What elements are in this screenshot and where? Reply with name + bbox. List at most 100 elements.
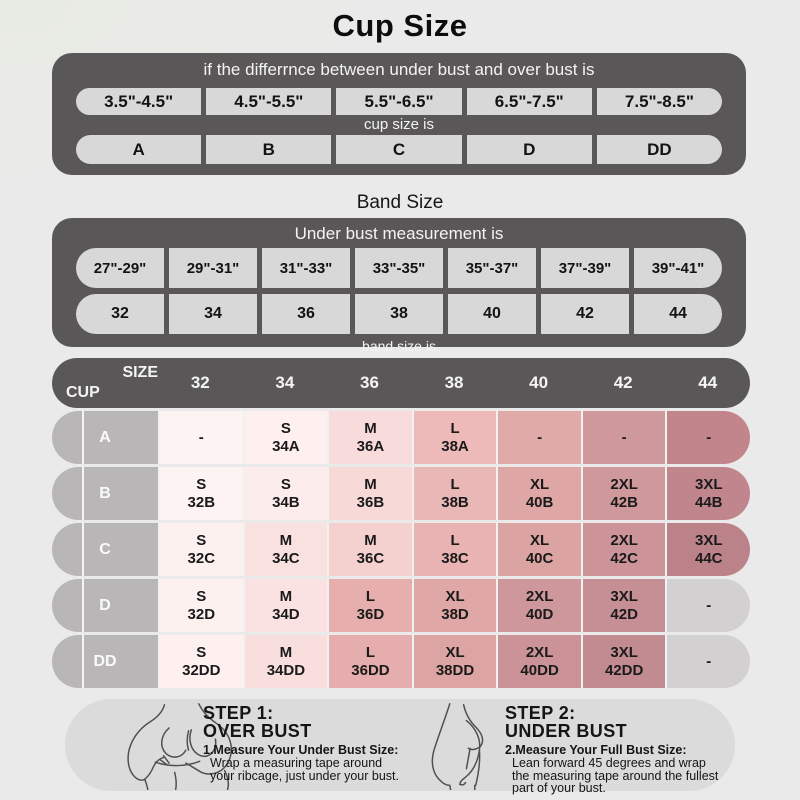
matrix-corner: SIZE CUP (52, 358, 158, 408)
matrix-cell: S 32D (158, 579, 243, 632)
matrix-cell: - (580, 411, 666, 464)
matrix-cell: - (158, 411, 243, 464)
matrix-cell: M 36A (327, 411, 412, 464)
matrix-cell: L 36D (327, 579, 412, 632)
band-number: 34 (169, 294, 257, 334)
matrix-header: SIZE CUP 32 34 36 38 40 42 44 (52, 358, 750, 408)
step1-subtitle: OVER BUST (203, 721, 312, 741)
matrix-cell: S 32DD (158, 635, 243, 688)
size-matrix: SIZE CUP 32 34 36 38 40 42 44 A - S 34A M… (52, 358, 751, 688)
matrix-cell: 3XL 44B (665, 467, 751, 520)
matrix-cell: - (665, 411, 751, 464)
matrix-cell: 3XL 42D (580, 579, 666, 632)
step1-figure-icon (113, 702, 253, 790)
cup-letters-row: A B C D DD (76, 135, 723, 164)
matrix-cell: - (496, 411, 581, 464)
band-size-panel: Under bust measurement is 27"-29" 29"-31… (52, 218, 746, 353)
cup-diff-range: 5.5"-6.5" (336, 88, 462, 115)
step2-line: part of your bust. (512, 781, 606, 795)
cup-letter: C (336, 135, 462, 164)
matrix-cell: 2XL 40D (496, 579, 581, 632)
band-range: 37"-39" (541, 248, 629, 288)
matrix-row-header: A (52, 411, 158, 464)
band-range: 35"-37" (448, 248, 536, 288)
band-number: 44 (634, 294, 722, 334)
matrix-cell: M 34DD (242, 635, 328, 688)
step1-lead: 1.Measure Your Under Bust Size: (203, 743, 399, 757)
band-number: 36 (262, 294, 350, 334)
underbust-caption: Under bust measurement is (294, 224, 504, 243)
matrix-row-header: C (52, 523, 158, 576)
band-size-title: Band Size (356, 192, 444, 213)
matrix-row-A: A - S 34A M 36A L 38A - - - (52, 411, 751, 464)
band-range: 33"-35" (355, 248, 443, 288)
band-range: 29"-31" (169, 248, 257, 288)
matrix-cell: L 38B (411, 467, 497, 520)
matrix-cell: - (665, 635, 751, 688)
matrix-row-DD: DD S 32DD M 34DD L 36DD XL 38DD 2XL 40DD 3XL 4… (52, 635, 751, 688)
matrix-cell: XL 40B (496, 467, 581, 520)
corner-cup-label: CUP (66, 384, 100, 401)
step1-line: Wrap a measuring tape around (210, 756, 383, 770)
cup-diff-range: 3.5"-4.5" (76, 88, 202, 115)
matrix-row-C: C S 32C M 34C M 36C L 38C XL 40C 2XL 42C 3XL 44… (52, 523, 751, 576)
matrix-cell: 2XL 40DD (496, 635, 581, 688)
page-title: Cup Size (332, 8, 468, 43)
step2-title: STEP 2: (505, 703, 576, 723)
step2-figure-icon (421, 702, 497, 790)
matrix-cell: 2XL 42B (580, 467, 666, 520)
matrix-cell: M 34D (242, 579, 328, 632)
matrix-row-header: B (52, 467, 158, 520)
matrix-col-header: 44 (698, 373, 718, 392)
cup-letter: A (76, 135, 202, 164)
cup-diff-row: 3.5"-4.5" 4.5"-5.5" 5.5"-6.5" 6.5"-7.5" … (76, 88, 723, 115)
matrix-cell: L 38C (411, 523, 497, 576)
matrix-cell: XL 40C (496, 523, 581, 576)
matrix-col-header: 38 (444, 373, 464, 392)
matrix-col-header: 40 (529, 373, 549, 392)
matrix-cell: 3XL 44C (665, 523, 751, 576)
cup-diff-range: 7.5"-8.5" (596, 88, 723, 115)
step1-title: STEP 1: (203, 703, 274, 723)
cup-diff-range: 6.5"-7.5" (466, 88, 592, 115)
step1-line: your ribcage, just under your bust. (210, 768, 399, 783)
matrix-col-header: 32 (190, 373, 210, 392)
matrix-cell: L 38A (411, 411, 497, 464)
cup-size-caption: cup size is (363, 116, 435, 133)
band-size-caption: band size is (362, 338, 436, 354)
matrix-cell: S 34A (242, 411, 328, 464)
matrix-row-header: DD (52, 635, 158, 688)
band-range: 39"-41" (634, 248, 722, 288)
band-numbers-row: 32 34 36 38 40 42 44 (76, 294, 722, 334)
band-range: 27"-29" (76, 248, 164, 288)
band-range: 31"-33" (262, 248, 350, 288)
step2-lead: 2.Measure Your Full Bust Size: (505, 743, 687, 757)
matrix-cell: - (665, 579, 751, 632)
matrix-row-header: D (52, 579, 158, 632)
matrix-cell: S 34B (242, 467, 328, 520)
matrix-cell: 3XL 42DD (580, 635, 666, 688)
matrix-cell: L 36DD (327, 635, 412, 688)
matrix-row-D: D S 32D M 34D L 36D XL 38D 2XL 40D 3XL 42D - (52, 579, 751, 632)
matrix-cell: XL 38D (411, 579, 497, 632)
measuring-steps-panel: STEP 1: OVER BUST 1.Measure Your Under B… (65, 699, 735, 794)
cup-letter: B (206, 135, 332, 164)
cup-size-panel: if the differrnce between under bust and… (52, 53, 746, 175)
matrix-cell: XL 38DD (411, 635, 497, 688)
matrix-col-header: 36 (359, 373, 379, 392)
band-number: 32 (76, 294, 164, 334)
matrix-row-B: B S 32B S 34B M 36B L 38B XL 40B 2XL 42B 3XL 44… (52, 467, 751, 520)
matrix-col-header: 42 (613, 373, 633, 392)
cup-diff-range: 4.5"-5.5" (206, 88, 332, 115)
matrix-col-header: 34 (275, 373, 295, 392)
matrix-cell: 2XL 42C (580, 523, 666, 576)
cup-letter: D (466, 135, 592, 164)
matrix-cell: M 34C (242, 523, 328, 576)
band-number: 38 (355, 294, 443, 334)
matrix-cell: M 36B (327, 467, 412, 520)
corner-size-label: SIZE (122, 364, 158, 381)
cup-letter: DD (596, 135, 723, 164)
cup-diff-caption: if the differrnce between under bust and… (203, 60, 595, 79)
step2-line: Lean forward 45 degrees and wrap (512, 756, 706, 770)
